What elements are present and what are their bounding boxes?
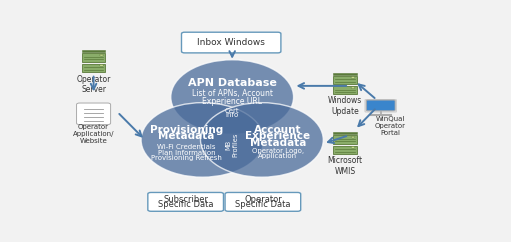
- FancyBboxPatch shape: [82, 53, 105, 62]
- Circle shape: [100, 54, 104, 56]
- FancyBboxPatch shape: [333, 73, 357, 75]
- Text: Wi-Fi Credentials: Wi-Fi Credentials: [157, 144, 216, 150]
- Circle shape: [351, 87, 355, 89]
- Text: MB
Profiles: MB Profiles: [226, 132, 239, 157]
- Text: Specific Data: Specific Data: [158, 200, 214, 209]
- FancyBboxPatch shape: [148, 192, 223, 211]
- Text: Account: Account: [254, 125, 301, 135]
- Text: Inbox Windows: Inbox Windows: [197, 38, 265, 47]
- FancyBboxPatch shape: [333, 132, 357, 134]
- Text: Subscriber: Subscriber: [163, 195, 208, 204]
- Text: Experience: Experience: [245, 131, 310, 141]
- FancyBboxPatch shape: [225, 192, 300, 211]
- FancyBboxPatch shape: [333, 76, 357, 84]
- Ellipse shape: [200, 103, 323, 177]
- Ellipse shape: [141, 103, 264, 177]
- FancyBboxPatch shape: [82, 51, 105, 52]
- Text: Operator Logo,: Operator Logo,: [251, 148, 304, 154]
- Text: APN Database: APN Database: [188, 78, 276, 88]
- FancyBboxPatch shape: [77, 103, 110, 125]
- Text: Operator
Server: Operator Server: [76, 75, 111, 94]
- FancyBboxPatch shape: [333, 145, 357, 154]
- Text: Microsoft
WMIS: Microsoft WMIS: [328, 156, 363, 175]
- Circle shape: [351, 136, 355, 138]
- Text: Info: Info: [225, 112, 239, 118]
- Circle shape: [100, 64, 104, 66]
- Text: Experience URL: Experience URL: [202, 97, 262, 106]
- Ellipse shape: [171, 60, 294, 134]
- FancyBboxPatch shape: [366, 100, 395, 111]
- Text: Metadata: Metadata: [249, 138, 306, 148]
- Text: Provisioning: Provisioning: [150, 125, 223, 135]
- Text: Metadata: Metadata: [158, 131, 215, 141]
- Text: Plan Information: Plan Information: [158, 150, 216, 156]
- Text: List of APNs, Account: List of APNs, Account: [192, 89, 273, 98]
- Text: Windows
Update: Windows Update: [328, 97, 362, 116]
- FancyBboxPatch shape: [82, 63, 105, 72]
- Text: Operator: Operator: [244, 195, 282, 204]
- FancyBboxPatch shape: [181, 32, 281, 53]
- Text: Specific Data: Specific Data: [235, 200, 291, 209]
- Circle shape: [351, 76, 355, 78]
- Text: Application: Application: [258, 153, 297, 159]
- Text: WinQual
Operator
Portal: WinQual Operator Portal: [375, 116, 406, 136]
- Text: Provisioning Refresh: Provisioning Refresh: [151, 155, 222, 161]
- FancyBboxPatch shape: [333, 135, 357, 144]
- Circle shape: [351, 146, 355, 148]
- Text: Operator
Application/
Website: Operator Application/ Website: [73, 124, 114, 144]
- FancyBboxPatch shape: [333, 86, 357, 94]
- Text: Cert: Cert: [225, 108, 240, 114]
